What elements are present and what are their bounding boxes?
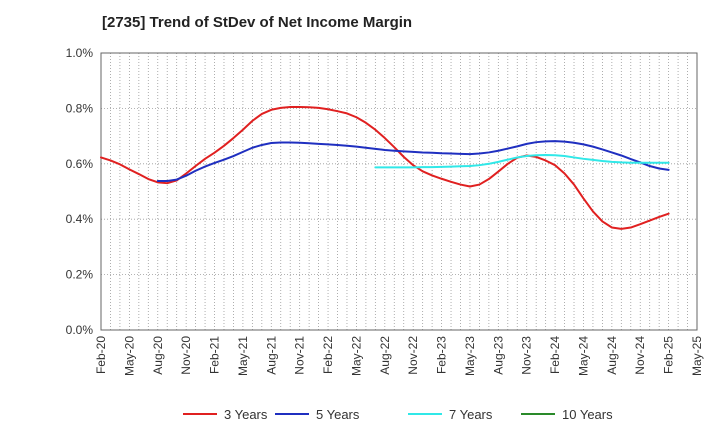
y-tick-label: 0.6%	[66, 157, 94, 171]
y-tick-label: 0.0%	[66, 323, 94, 337]
series-line-7-years	[374, 153, 670, 169]
x-tick-label: Feb-25	[662, 336, 676, 374]
chart-title: [2735] Trend of StDev of Net Income Marg…	[102, 14, 413, 31]
x-tick-label: Feb-21	[208, 336, 222, 374]
legend-label: 7 Years	[449, 407, 493, 422]
x-tick-label: May-23	[463, 336, 477, 376]
plot-frame	[100, 52, 698, 331]
legend-label: 10 Years	[562, 407, 613, 422]
x-tick-label: Feb-24	[548, 336, 562, 374]
x-tick-label: Nov-21	[293, 336, 307, 375]
x-tick-label: Feb-23	[435, 336, 449, 374]
x-tick-label: Nov-22	[406, 336, 420, 375]
x-tick-label: May-24	[576, 336, 590, 376]
x-tick-label: Feb-22	[321, 336, 335, 374]
x-tick-label: Nov-20	[179, 336, 193, 375]
x-tick-label: Aug-22	[378, 336, 392, 375]
legend-label: 5 Years	[316, 407, 360, 422]
series-line-5-years	[156, 140, 670, 182]
x-tick-label: Nov-23	[520, 336, 534, 375]
x-tick-label: May-22	[349, 336, 363, 376]
x-tick-label: Aug-21	[264, 336, 278, 375]
x-tick-label: May-21	[236, 336, 250, 376]
x-tick-label: May-25	[690, 336, 704, 376]
x-tick-label: Aug-20	[151, 336, 165, 375]
x-tick-label: Aug-24	[605, 336, 619, 375]
x-tick-label: Nov-24	[633, 336, 647, 375]
plot-area	[101, 53, 697, 330]
y-tick-label: 1.0%	[66, 46, 94, 60]
y-tick-label: 0.4%	[66, 212, 94, 226]
y-tick-label: 0.2%	[66, 268, 94, 282]
series-line-3-years	[100, 106, 670, 230]
y-tick-label: 0.8%	[66, 101, 94, 115]
x-tick-label: May-20	[122, 336, 136, 376]
legend-label: 3 Years	[224, 407, 268, 422]
x-tick-label: Aug-23	[491, 336, 505, 375]
x-tick-label: Feb-20	[94, 336, 108, 374]
